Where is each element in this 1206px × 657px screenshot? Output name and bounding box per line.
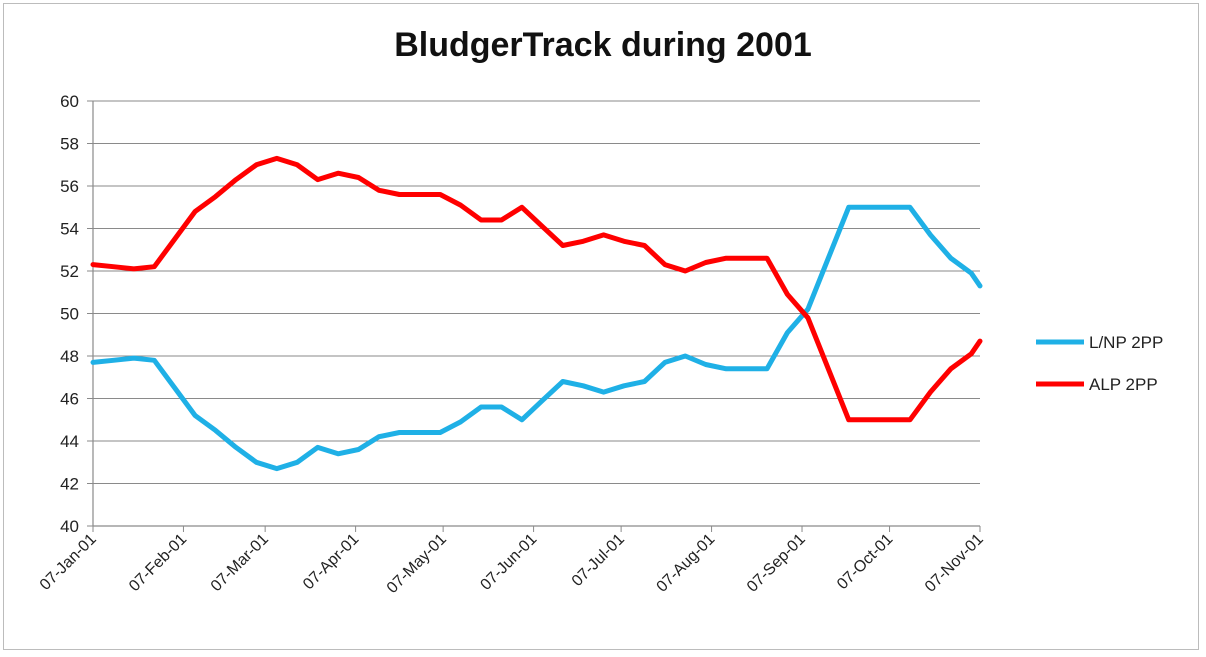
y-tick-label: 50 xyxy=(60,305,79,324)
x-tick-label: 07-Jan-01 xyxy=(37,531,100,594)
series-line xyxy=(90,155,983,423)
y-tick-label: 42 xyxy=(60,475,79,494)
y-tick-label: 44 xyxy=(60,432,79,451)
x-tick-label: 07-Sep-01 xyxy=(744,531,809,596)
y-tick-label: 60 xyxy=(60,92,79,111)
y-tick-label: 48 xyxy=(60,347,79,366)
x-axis-ticks: 07-Jan-01 07-Feb-01 07-Mar-01 07-Apr-01 07-M… xyxy=(37,526,987,597)
y-tick-label: 52 xyxy=(60,262,79,281)
axes xyxy=(92,101,980,527)
legend-label: L/NP 2PP xyxy=(1089,333,1163,352)
series-line xyxy=(90,204,983,472)
y-axis-ticks: 40 42 44 46 48 50 52 54 56 58 60 xyxy=(60,92,93,536)
x-tick-label: 07-Jun-01 xyxy=(477,531,540,594)
x-tick-label: 07-Mar-01 xyxy=(208,531,272,595)
x-tick-label: 07-Oct-01 xyxy=(834,531,896,593)
x-tick-label: 07-Apr-01 xyxy=(300,531,362,593)
legend-label: ALP 2PP xyxy=(1089,375,1158,394)
series-lines xyxy=(90,155,983,472)
legend: L/NP 2PP ALP 2PP xyxy=(1036,333,1163,394)
gridlines xyxy=(93,100,980,484)
chart-frame xyxy=(3,3,1199,650)
x-tick-label: 07-Nov-01 xyxy=(922,531,987,596)
y-tick-label: 56 xyxy=(60,177,79,196)
x-tick-label: 07-Aug-01 xyxy=(654,531,719,596)
x-tick-label: 07-May-01 xyxy=(384,531,450,597)
y-tick-label: 46 xyxy=(60,390,79,409)
x-tick-label: 07-Feb-01 xyxy=(126,531,190,595)
y-tick-label: 54 xyxy=(60,220,79,239)
y-tick-label: 58 xyxy=(60,135,79,154)
x-tick-label: 07-Jul-01 xyxy=(569,531,628,590)
chart-title: BludgerTrack during 2001 xyxy=(394,26,812,64)
y-tick-label: 40 xyxy=(60,517,79,536)
